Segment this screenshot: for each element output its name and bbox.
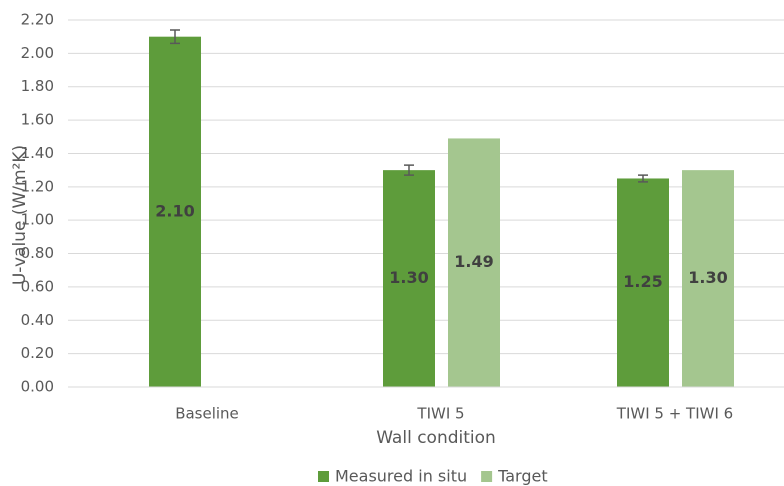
y-tick-label: 1.80 <box>21 77 54 95</box>
y-tick-label: 0.00 <box>21 378 54 396</box>
bar <box>448 138 500 387</box>
bar <box>383 170 435 387</box>
data-label: 2.10 <box>155 201 194 220</box>
bar <box>682 170 734 387</box>
y-tick-label: 0.20 <box>21 344 54 362</box>
y-tick-label: 0.60 <box>21 277 54 295</box>
legend-swatch <box>481 471 493 482</box>
y-tick-label: 1.00 <box>21 211 54 229</box>
y-tick-label: 2.20 <box>21 11 54 29</box>
data-label: 1.30 <box>389 268 428 287</box>
x-axis-title: Wall condition <box>376 428 496 448</box>
x-tick-label: Baseline <box>175 405 239 423</box>
bar <box>617 178 669 387</box>
x-tick-label: TIWI 5 + TIWI 6 <box>616 405 733 423</box>
y-tick-label: 1.40 <box>21 144 54 162</box>
y-tick-label: 2.00 <box>21 44 54 62</box>
legend-swatch <box>318 471 329 482</box>
bar <box>149 36 201 387</box>
legend-label: Target <box>497 467 548 486</box>
legend-label: Measured in situ <box>335 467 467 486</box>
x-tick-label: TIWI 5 <box>416 405 464 423</box>
y-tick-label: 0.80 <box>21 244 54 262</box>
data-label: 1.30 <box>688 268 727 287</box>
y-tick-label: 1.60 <box>21 111 54 129</box>
data-label: 1.25 <box>623 272 662 291</box>
data-label: 1.49 <box>454 252 493 271</box>
error-bar <box>638 174 648 183</box>
y-tick-label: 1.20 <box>21 177 54 195</box>
error-bar <box>404 164 414 176</box>
y-tick-label: 0.40 <box>21 311 54 329</box>
error-bar <box>170 29 180 45</box>
y-axis-title: U-value (W/m²K) <box>10 145 30 285</box>
